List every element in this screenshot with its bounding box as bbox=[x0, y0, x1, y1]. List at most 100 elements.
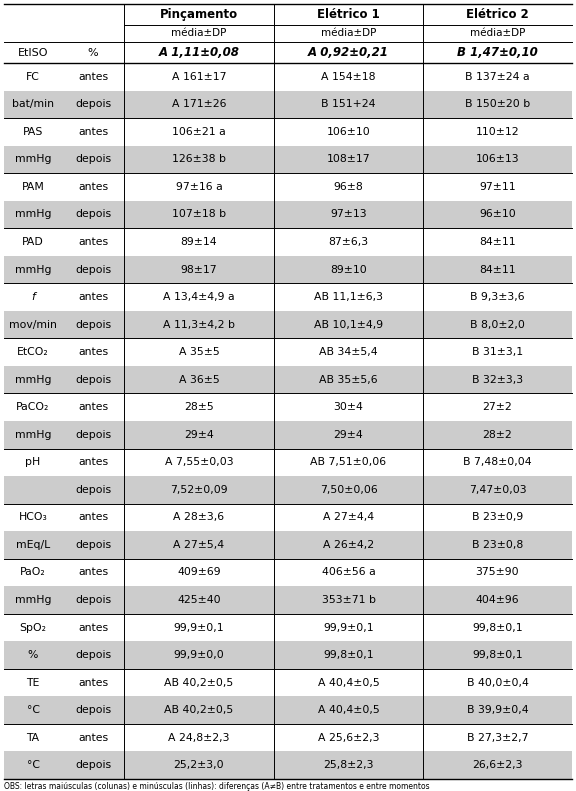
Text: A 171±26: A 171±26 bbox=[172, 100, 226, 109]
Text: AB 35±5,6: AB 35±5,6 bbox=[319, 375, 378, 384]
Text: PaCO₂: PaCO₂ bbox=[16, 403, 50, 412]
Text: antes: antes bbox=[78, 347, 108, 358]
Text: OBS: letras maiúsculas (colunas) e minúsculas (linhas): diferenças (A≠B) entre t: OBS: letras maiúsculas (colunas) e minús… bbox=[4, 782, 430, 791]
Text: 89±10: 89±10 bbox=[330, 264, 367, 274]
Bar bbox=[4, 366, 572, 393]
Bar bbox=[4, 476, 572, 504]
Text: 87±6,3: 87±6,3 bbox=[328, 237, 369, 247]
Text: 25,2±3,0: 25,2±3,0 bbox=[174, 760, 224, 770]
Text: B 40,0±0,4: B 40,0±0,4 bbox=[467, 678, 528, 687]
Text: %: % bbox=[88, 47, 98, 58]
Text: AB 7,51±0,06: AB 7,51±0,06 bbox=[310, 457, 386, 467]
Text: 404±96: 404±96 bbox=[476, 595, 520, 605]
Text: depois: depois bbox=[75, 154, 111, 165]
Text: B 137±24 a: B 137±24 a bbox=[465, 72, 530, 81]
Bar bbox=[4, 201, 572, 229]
Text: A 11,3±4,2 b: A 11,3±4,2 b bbox=[163, 320, 235, 330]
Bar bbox=[4, 531, 572, 558]
Text: mov/min: mov/min bbox=[9, 320, 57, 330]
Text: antes: antes bbox=[78, 292, 108, 302]
Text: depois: depois bbox=[75, 485, 111, 495]
Text: PaO₂: PaO₂ bbox=[20, 567, 46, 577]
Text: A 25,6±2,3: A 25,6±2,3 bbox=[318, 732, 379, 743]
Text: depois: depois bbox=[75, 650, 111, 660]
Text: 375±90: 375±90 bbox=[476, 567, 520, 577]
Text: 106±13: 106±13 bbox=[476, 154, 520, 165]
Text: 106±21 a: 106±21 a bbox=[172, 127, 226, 137]
Text: média±DP: média±DP bbox=[470, 28, 525, 39]
Text: depois: depois bbox=[75, 100, 111, 109]
Text: °C: °C bbox=[26, 705, 40, 715]
Text: mmHg: mmHg bbox=[15, 430, 51, 440]
Text: A 27±4,4: A 27±4,4 bbox=[323, 513, 374, 522]
Text: antes: antes bbox=[78, 237, 108, 247]
Bar bbox=[4, 25, 572, 42]
Text: depois: depois bbox=[75, 595, 111, 605]
Text: B 23±0,8: B 23±0,8 bbox=[472, 540, 523, 550]
Text: bat/min: bat/min bbox=[12, 100, 54, 109]
Text: A 26±4,2: A 26±4,2 bbox=[323, 540, 374, 550]
Text: TE: TE bbox=[26, 678, 40, 687]
Text: 89±14: 89±14 bbox=[181, 237, 217, 247]
Text: AB 34±5,4: AB 34±5,4 bbox=[319, 347, 378, 358]
Text: 99,9±0,1: 99,9±0,1 bbox=[174, 623, 224, 633]
Text: A 0,92±0,21: A 0,92±0,21 bbox=[308, 46, 389, 59]
Text: EtCO₂: EtCO₂ bbox=[17, 347, 49, 358]
Bar bbox=[4, 724, 572, 751]
Text: depois: depois bbox=[75, 540, 111, 550]
Text: 84±11: 84±11 bbox=[479, 237, 516, 247]
Text: 99,8±0,1: 99,8±0,1 bbox=[472, 623, 523, 633]
Text: pH: pH bbox=[25, 457, 41, 467]
Bar bbox=[4, 393, 572, 421]
Text: f: f bbox=[31, 292, 35, 302]
Text: antes: antes bbox=[78, 567, 108, 577]
Text: 108±17: 108±17 bbox=[327, 154, 370, 165]
Text: A 161±17: A 161±17 bbox=[172, 72, 226, 81]
Text: 25,8±2,3: 25,8±2,3 bbox=[323, 760, 374, 770]
Bar bbox=[4, 4, 572, 25]
Text: AB 10,1±4,9: AB 10,1±4,9 bbox=[314, 320, 383, 330]
Bar bbox=[4, 90, 572, 118]
Text: AB 40,2±0,5: AB 40,2±0,5 bbox=[164, 705, 234, 715]
Bar bbox=[4, 283, 572, 311]
Text: mmHg: mmHg bbox=[15, 154, 51, 165]
Text: B 32±3,3: B 32±3,3 bbox=[472, 375, 523, 384]
Text: 29±4: 29±4 bbox=[184, 430, 214, 440]
Text: 7,52±0,09: 7,52±0,09 bbox=[170, 485, 228, 495]
Text: 96±10: 96±10 bbox=[479, 210, 516, 219]
Text: antes: antes bbox=[78, 513, 108, 522]
Text: A 7,55±0,03: A 7,55±0,03 bbox=[165, 457, 233, 467]
Text: Elétrico 2: Elétrico 2 bbox=[466, 8, 529, 21]
Bar bbox=[4, 42, 572, 63]
Bar bbox=[4, 751, 572, 779]
Text: mmHg: mmHg bbox=[15, 595, 51, 605]
Text: B 7,48±0,04: B 7,48±0,04 bbox=[463, 457, 532, 467]
Bar bbox=[4, 421, 572, 448]
Text: A 36±5: A 36±5 bbox=[179, 375, 219, 384]
Bar bbox=[4, 63, 572, 90]
Text: 97±11: 97±11 bbox=[479, 182, 516, 192]
Text: 96±8: 96±8 bbox=[334, 182, 363, 192]
Text: 84±11: 84±11 bbox=[479, 264, 516, 274]
Text: 126±38 b: 126±38 b bbox=[172, 154, 226, 165]
Text: A 27±5,4: A 27±5,4 bbox=[173, 540, 225, 550]
Text: antes: antes bbox=[78, 623, 108, 633]
Text: AB 11,1±6,3: AB 11,1±6,3 bbox=[314, 292, 383, 302]
Text: TA: TA bbox=[26, 732, 40, 743]
Text: 99,9±0,0: 99,9±0,0 bbox=[173, 650, 225, 660]
Bar bbox=[4, 339, 572, 366]
Text: 106±10: 106±10 bbox=[327, 127, 370, 137]
Bar bbox=[4, 504, 572, 531]
Text: B 39,9±0,4: B 39,9±0,4 bbox=[467, 705, 528, 715]
Text: antes: antes bbox=[78, 72, 108, 81]
Text: A 1,11±0,08: A 1,11±0,08 bbox=[158, 46, 240, 59]
Bar bbox=[4, 586, 572, 614]
Text: A 154±18: A 154±18 bbox=[321, 72, 376, 81]
Text: 26,6±2,3: 26,6±2,3 bbox=[472, 760, 523, 770]
Text: depois: depois bbox=[75, 264, 111, 274]
Text: antes: antes bbox=[78, 127, 108, 137]
Text: 107±18 b: 107±18 b bbox=[172, 210, 226, 219]
Text: PAM: PAM bbox=[21, 182, 44, 192]
Text: 110±12: 110±12 bbox=[476, 127, 520, 137]
Text: HCO₃: HCO₃ bbox=[18, 513, 47, 522]
